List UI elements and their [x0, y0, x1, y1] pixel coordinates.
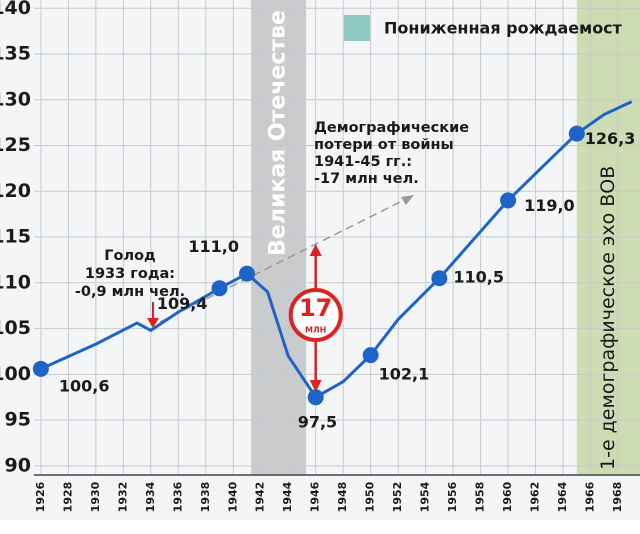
x-tick-label: 1944 [281, 481, 294, 512]
y-tick-label: 130 [0, 88, 31, 110]
value-label: 100,6 [59, 376, 110, 395]
x-tick-label: 1930 [89, 481, 102, 512]
data-point [32, 360, 49, 377]
annotation: -17 млн чел. [314, 171, 419, 187]
x-tick-label: 1958 [474, 482, 487, 513]
trend-arrow [159, 197, 409, 323]
x-tick-label: 1966 [584, 481, 597, 512]
value-label: 102,1 [379, 365, 430, 384]
legend-label: Пониженная рождаемост [384, 19, 623, 38]
value-label: 111,0 [188, 237, 239, 256]
x-tick-label: 1934 [144, 481, 157, 512]
x-tick-label: 1956 [446, 481, 459, 512]
loss-unit: МЛН [305, 326, 326, 335]
x-tick-label: 1968 [611, 482, 624, 513]
band-label: 1-е демографическое эхо ВОВ [597, 166, 619, 470]
trend-arrowhead [401, 195, 414, 205]
annotation: 1933 года: [85, 266, 175, 282]
y-tick-label: 110 [0, 271, 31, 293]
x-tick-label: 1950 [364, 481, 377, 512]
x-tick-label: 1940 [226, 481, 239, 512]
data-point [431, 270, 448, 287]
loss-badge [288, 288, 343, 342]
data-point [211, 280, 228, 297]
y-tick-label: 100 [0, 363, 31, 385]
annotation: -0,9 млн чел. [75, 284, 185, 300]
y-tick-label: 90 [5, 454, 31, 476]
annotation: Голод [104, 248, 156, 264]
x-tick-label: 1926 [34, 481, 47, 512]
x-tick-label: 1948 [336, 482, 349, 513]
loss-arrowhead [309, 380, 322, 392]
legend-swatch [344, 15, 370, 41]
loss-number: 17 [299, 294, 332, 322]
y-tick-label: 140 [0, 0, 31, 19]
x-tick-label: 1960 [501, 481, 514, 512]
annotation: потери от войны [314, 137, 454, 153]
y-tick-label: 95 [5, 409, 31, 431]
data-line [40, 100, 633, 400]
value-label: 109,4 [157, 294, 208, 313]
y-tick-label: 105 [0, 317, 31, 339]
bottom-strip [0, 520, 640, 534]
x-tick-label: 1954 [419, 481, 432, 512]
data-point [500, 192, 517, 209]
x-tick-label: 1936 [171, 481, 184, 512]
band-label: Великая Отечестве [266, 10, 291, 256]
data-point [362, 347, 379, 364]
x-tick-label: 1932 [116, 482, 129, 513]
x-tick-label: 1938 [199, 482, 212, 513]
famine-arrowhead [147, 318, 159, 328]
annotation: Демографические [314, 120, 469, 136]
data-point [568, 125, 585, 142]
value-label: 97,5 [298, 413, 337, 432]
x-tick-label: 1964 [556, 481, 569, 512]
x-tick-label: 1946 [309, 481, 322, 512]
plot-background [0, 0, 640, 520]
y-tick-label: 115 [0, 226, 31, 248]
data-point [307, 389, 324, 406]
value-label: 126,3 [585, 129, 636, 148]
annotation: 1941-45 гг.: [314, 154, 412, 170]
x-tick-label: 1928 [61, 482, 74, 513]
y-tick-label: 125 [0, 134, 31, 156]
value-label: 110,5 [453, 268, 504, 287]
loss-arrowhead [309, 244, 322, 256]
y-tick-label: 120 [0, 180, 31, 202]
data-point [238, 265, 255, 282]
x-tick-label: 1952 [391, 482, 404, 513]
x-tick-label: 1962 [529, 482, 542, 513]
y-tick-label: 135 [0, 42, 31, 64]
x-tick-label: 1942 [254, 482, 267, 513]
value-label: 119,0 [524, 196, 575, 215]
